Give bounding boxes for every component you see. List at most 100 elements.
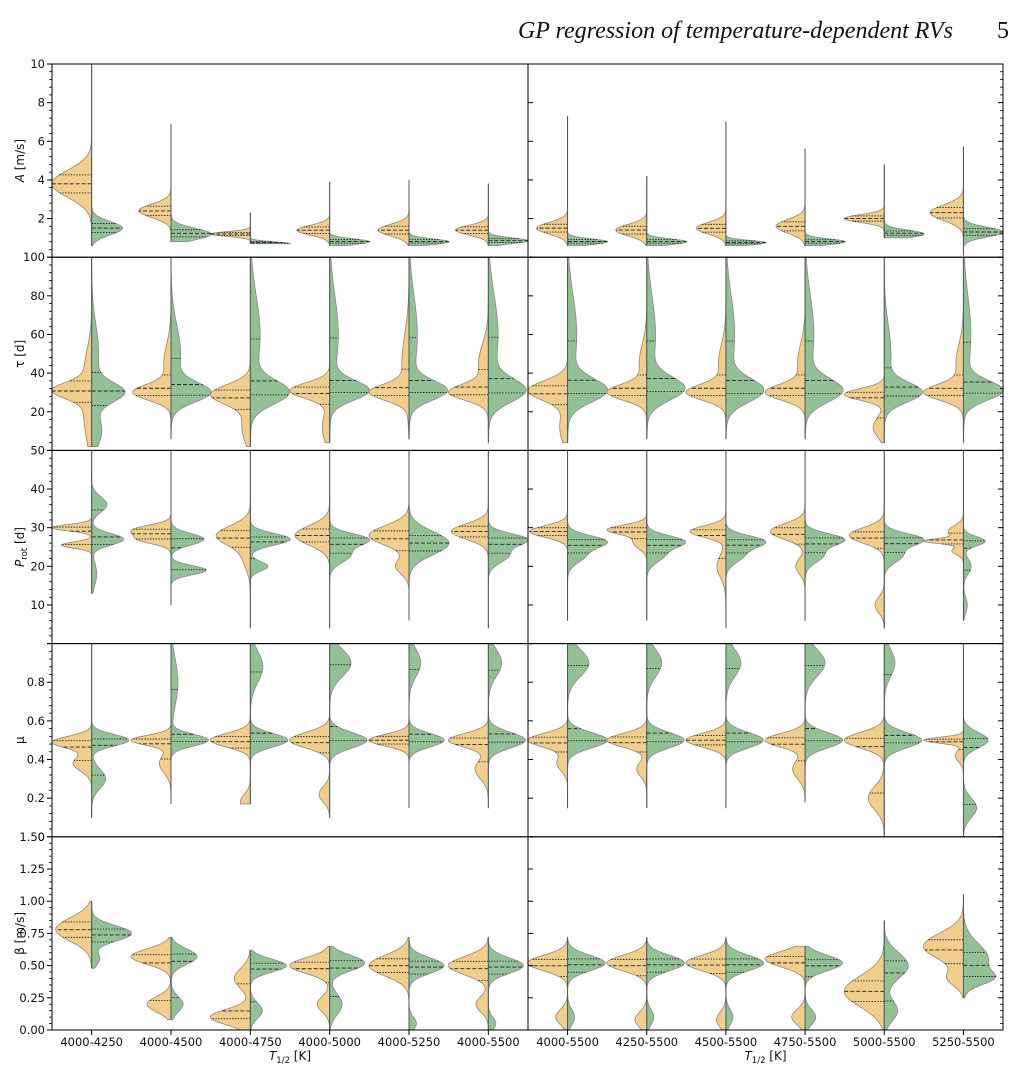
violin-half-left: [289, 256, 331, 444]
violin-half-right: [725, 936, 764, 1031]
violin-5-right-5: [843, 920, 909, 1031]
violin-half-left: [843, 164, 885, 238]
violin-half-right: [804, 643, 843, 803]
violin-1-left-2: [138, 123, 212, 243]
violin-3-left-2: [130, 450, 207, 605]
violin-half-left: [689, 450, 727, 629]
violin-half-left: [368, 450, 410, 621]
violin-half-right: [91, 450, 125, 594]
violin-3-left-5: [368, 450, 450, 621]
violin-5-right-3: [685, 936, 764, 1031]
violin-half-right: [883, 256, 923, 444]
y-tick-label: 0.50: [19, 959, 45, 973]
violin-half-left: [536, 115, 568, 247]
y-tick-label: 2: [38, 212, 45, 226]
violin-5-left-2: [130, 936, 198, 1021]
violin-half-left: [130, 450, 172, 605]
violin-half-left: [606, 643, 648, 808]
violin-half-left: [209, 212, 251, 245]
tick-marks: [47, 63, 1003, 1035]
violin-half-right: [567, 450, 608, 621]
violin-half-left: [368, 936, 410, 1030]
violin-half-right: [170, 643, 209, 804]
violin-half-right: [249, 949, 287, 1031]
violin-1-left-4: [296, 181, 371, 247]
y-tick-label: 1.50: [19, 830, 45, 844]
violin-half-left: [209, 256, 251, 447]
violin-2-left-5: [368, 256, 448, 440]
violin-half-left: [848, 450, 885, 629]
violin-4-left-5: [368, 643, 445, 808]
violin-half-right: [646, 450, 687, 621]
y-tick-label: 0.25: [19, 991, 45, 1005]
y-tick-label: 10: [30, 598, 45, 612]
violin-4-left-3: [209, 643, 289, 805]
violin-half-right: [883, 164, 925, 239]
y-tick-label: 80: [30, 289, 45, 303]
violin-half-left: [130, 936, 172, 1021]
y-tick-label: 20: [30, 405, 45, 419]
violin-half-left: [685, 256, 727, 440]
violin-half-left: [51, 450, 93, 594]
violin-half-left: [132, 257, 172, 439]
violin-half-right: [408, 643, 445, 808]
violin-half-right: [329, 181, 371, 247]
violin-half-left: [929, 146, 964, 256]
violin-half-right: [883, 450, 925, 629]
violin-half-right: [329, 256, 371, 444]
violin-4-left-1: [51, 643, 130, 818]
violin-half-left: [695, 121, 727, 247]
violin-4-right-2: [606, 643, 685, 808]
y-tick-label: 20: [30, 559, 45, 573]
y-axis-label: μ: [13, 736, 27, 744]
violin-half-right: [567, 115, 609, 247]
violin-half-right: [249, 643, 289, 805]
y-tick-label: 30: [30, 521, 45, 535]
violin-half-right: [487, 936, 524, 1031]
violin-4-right-6: [922, 643, 989, 838]
y-tick-label: 40: [30, 482, 45, 496]
x-tick-label: 4000-5500: [536, 1035, 599, 1049]
violin-1-right-2: [615, 176, 688, 247]
violin-half-left: [843, 257, 885, 444]
violin-half-left: [527, 643, 568, 809]
x-tick-label: 4000-4500: [140, 1035, 203, 1049]
x-tick-label: 4250-5500: [615, 1035, 678, 1049]
y-tick-label: 100: [23, 250, 45, 264]
violin-half-right: [725, 121, 767, 247]
violin-half-left: [450, 450, 489, 629]
violin-half-left: [55, 900, 93, 969]
violin-1-right-4: [775, 148, 846, 247]
violin-2-left-6: [447, 256, 527, 444]
y-tick-label: 6: [38, 134, 45, 148]
violin-half-right: [487, 183, 529, 247]
violin-3-left-6: [450, 450, 529, 629]
violin-1-left-1: [51, 63, 123, 247]
violin-half-left: [685, 936, 727, 1031]
violin-half-right: [170, 256, 212, 440]
violin-1-left-5: [377, 179, 450, 247]
violin-half-right: [646, 936, 685, 1031]
axis-labels: 2 4 6 8 10 A [m/s] 20 40 60 80 100 τ [d] 10 20 30 40 50 P…: [13, 57, 995, 1066]
violin-half-right: [963, 256, 1004, 444]
violin-3-left-1: [51, 450, 125, 594]
violin-half-left: [296, 181, 331, 247]
row-3: [51, 450, 986, 629]
violin-half-left: [289, 643, 331, 818]
violin-half-left: [843, 643, 885, 838]
y-tick-label: 4: [38, 173, 45, 187]
row-2: [51, 256, 1004, 447]
violin-4-right-5: [843, 643, 923, 838]
violin-half-left: [923, 256, 964, 444]
violin-3-right-4: [769, 450, 846, 621]
violin-2-left-1: [51, 256, 126, 447]
violin-half-right: [91, 643, 130, 818]
violin-2-right-1: [527, 256, 608, 444]
violin-5-right-1: [527, 936, 606, 1031]
violin-half-left: [922, 450, 964, 621]
y-tick-label: 40: [30, 366, 45, 380]
violin-half-right: [963, 643, 989, 838]
violin-5-right-4: [764, 945, 843, 1031]
violin-half-left: [764, 256, 806, 440]
x-tick-label: 5000-5500: [853, 1035, 916, 1049]
